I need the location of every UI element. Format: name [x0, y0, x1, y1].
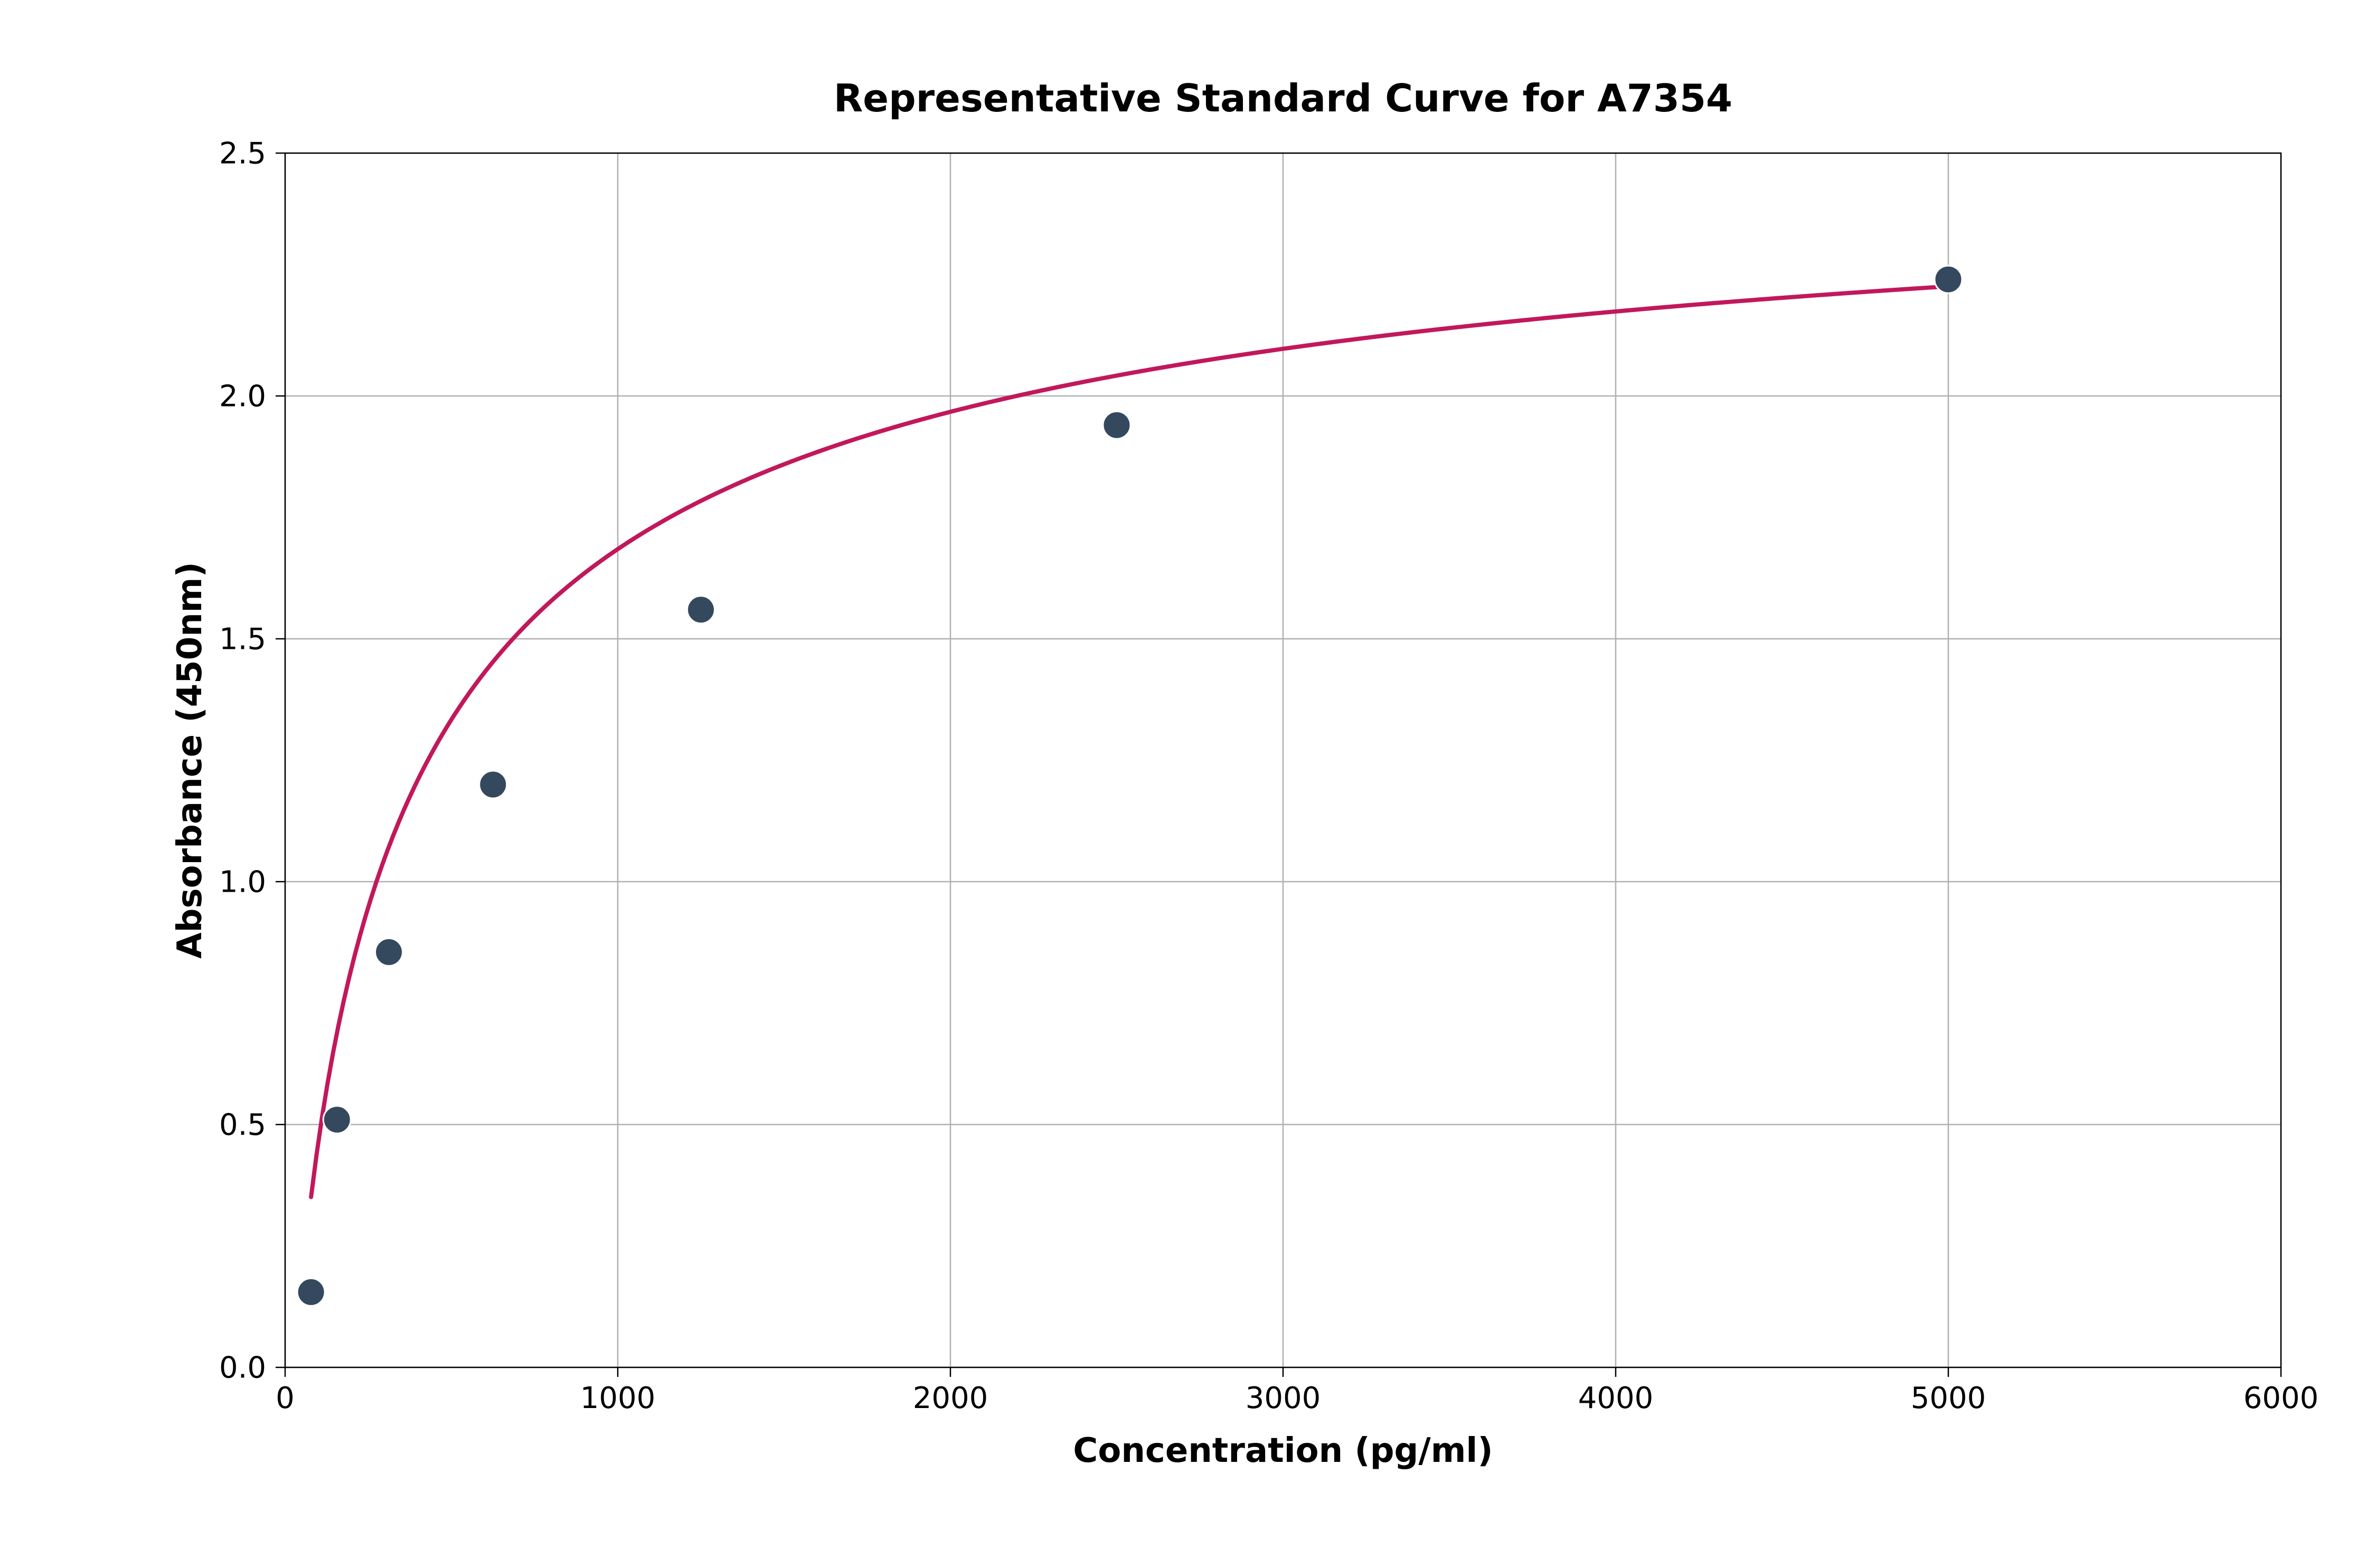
x-tick-label: 1000 [580, 1381, 656, 1415]
x-tick-label: 4000 [1578, 1381, 1654, 1415]
y-tick-label: 2.5 [219, 137, 266, 171]
y-tick-label: 1.0 [219, 865, 266, 900]
x-tick-label: 3000 [1246, 1381, 1321, 1415]
chart-svg: 0 1000 2000 3000 4000 5000 6000 0.0 0.5 1.0 1.5 2.0… [0, 0, 2376, 1568]
y-tick-label: 2.0 [219, 380, 266, 414]
data-point [375, 938, 403, 966]
x-tick-label: 5000 [1911, 1381, 1986, 1415]
data-point [297, 1278, 325, 1306]
data-point [687, 596, 715, 624]
y-axis-label: Absorbance (450nm) [171, 562, 210, 959]
x-tick-label: 2000 [913, 1381, 988, 1415]
data-point [1103, 411, 1130, 439]
y-tick-label: 1.5 [219, 622, 266, 657]
y-tick-label: 0.0 [219, 1351, 266, 1385]
x-tick-label: 0 [276, 1381, 295, 1415]
x-axis-label: Concentration (pg/ml) [1073, 1431, 1493, 1470]
y-tick-label: 0.5 [219, 1108, 266, 1142]
data-point [479, 771, 507, 798]
x-tick-label: 6000 [2243, 1381, 2319, 1415]
data-point [323, 1106, 351, 1134]
chart-title: Representative Standard Curve for A7354 [834, 76, 1732, 120]
data-point [1935, 266, 1962, 293]
standard-curve-chart: 0 1000 2000 3000 4000 5000 6000 0.0 0.5 1.0 1.5 2.0… [0, 0, 2376, 1568]
